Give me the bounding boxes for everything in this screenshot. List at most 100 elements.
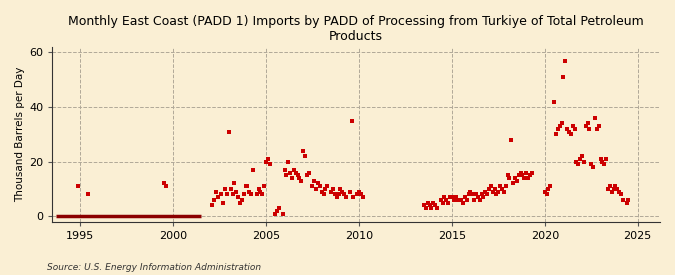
Point [318, 192, 329, 197]
Point [521, 170, 532, 175]
Point [599, 162, 610, 167]
Point [566, 132, 576, 136]
Point [251, 192, 262, 197]
Point [313, 181, 323, 186]
Point [468, 198, 479, 202]
Point [216, 192, 227, 197]
Point [317, 189, 327, 194]
Point [458, 200, 468, 205]
Point [562, 127, 572, 131]
Point [235, 200, 246, 205]
Point [431, 206, 442, 210]
Point [233, 195, 244, 199]
Point [331, 195, 342, 199]
Point [448, 198, 459, 202]
Point [476, 192, 487, 197]
Point [281, 173, 292, 177]
Point [82, 192, 93, 197]
Point [356, 192, 367, 197]
Point [595, 157, 606, 161]
Point [335, 187, 346, 191]
Point [591, 127, 602, 131]
Point [543, 187, 554, 191]
Point [519, 176, 530, 180]
Point [242, 184, 253, 188]
Point [231, 189, 242, 194]
Point [502, 173, 513, 177]
Point [236, 198, 247, 202]
Point [439, 195, 450, 199]
Point [277, 211, 288, 216]
Point [554, 124, 565, 128]
Point [461, 198, 472, 202]
Point [253, 187, 264, 191]
Point [428, 200, 439, 205]
Point [593, 124, 604, 128]
Point [541, 192, 552, 197]
Point [255, 189, 266, 194]
Point [588, 165, 599, 169]
Point [207, 203, 217, 208]
Point [248, 168, 259, 172]
Point [504, 176, 515, 180]
Point [287, 176, 298, 180]
Point [426, 206, 437, 210]
Title: Monthly East Coast (PADD 1) Imports by PADD of Processing from Turkiye of Total : Monthly East Coast (PADD 1) Imports by P… [68, 15, 644, 43]
Point [493, 189, 504, 194]
Point [482, 192, 493, 197]
Point [325, 189, 336, 194]
Point [290, 170, 301, 175]
Point [229, 181, 240, 186]
Point [348, 195, 359, 199]
Point [296, 178, 306, 183]
Point [418, 203, 429, 208]
Point [512, 178, 522, 183]
Point [320, 187, 331, 191]
Point [606, 189, 617, 194]
Point [569, 127, 580, 131]
Point [223, 130, 234, 134]
Point [159, 181, 169, 186]
Point [450, 195, 461, 199]
Point [485, 184, 496, 188]
Point [582, 121, 593, 126]
Point [279, 168, 290, 172]
Point [589, 116, 600, 120]
Point [244, 189, 254, 194]
Point [259, 184, 269, 188]
Point [218, 200, 229, 205]
Point [556, 121, 567, 126]
Point [616, 192, 626, 197]
Point [573, 162, 584, 167]
Point [424, 203, 435, 208]
Point [300, 154, 310, 158]
Point [452, 198, 463, 202]
Point [567, 124, 578, 128]
Point [288, 168, 299, 172]
Point [470, 192, 481, 197]
Point [220, 187, 231, 191]
Point [354, 189, 364, 194]
Point [608, 187, 619, 191]
Point [221, 192, 232, 197]
Point [584, 127, 595, 131]
Point [346, 119, 357, 123]
Point [489, 187, 500, 191]
Point [341, 195, 352, 199]
Point [603, 187, 614, 191]
Point [558, 75, 569, 79]
Point [597, 160, 608, 164]
Point [437, 200, 448, 205]
Point [465, 189, 476, 194]
Point [514, 173, 524, 177]
Point [160, 184, 171, 188]
Point [576, 154, 587, 158]
Point [430, 203, 441, 208]
Point [483, 187, 494, 191]
Point [545, 184, 556, 188]
Point [601, 157, 612, 161]
Point [472, 195, 483, 199]
Point [612, 187, 622, 191]
Point [604, 184, 615, 188]
Point [357, 195, 368, 199]
